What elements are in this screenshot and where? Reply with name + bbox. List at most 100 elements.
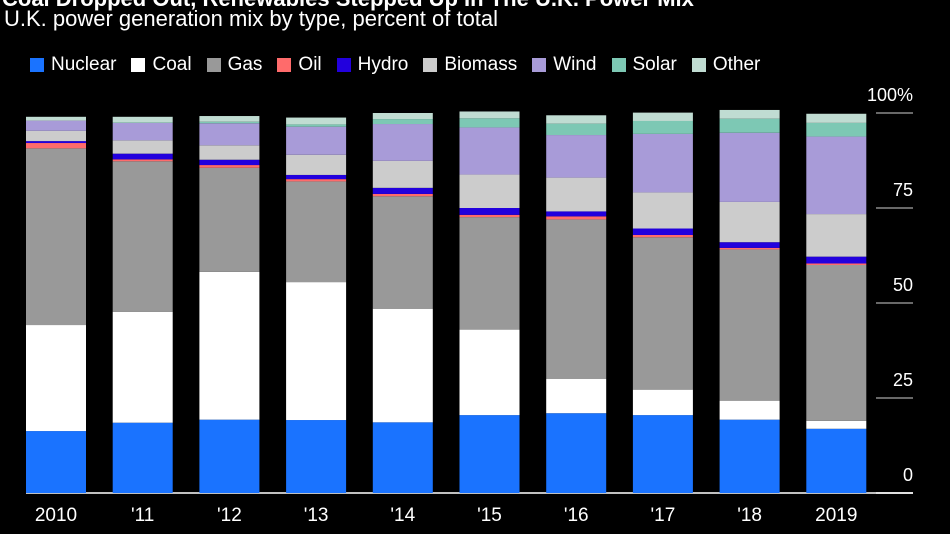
- bar-segment-wind: [372, 124, 433, 161]
- legend-label: Solar: [632, 54, 677, 75]
- bar-segment-nuclear: [632, 415, 693, 493]
- x-tick-label: '11: [131, 505, 154, 526]
- bar-segment-coal: [26, 325, 86, 432]
- bar-segment-gas: [632, 237, 693, 390]
- bar-stack-12: [199, 116, 260, 493]
- bar-segment-hydro: [459, 208, 520, 215]
- bar-segment-coal: [632, 389, 693, 416]
- bar-segment-coal: [372, 308, 433, 423]
- bar-segment-biomass: [199, 145, 260, 160]
- bar-segment-solar: [372, 119, 433, 125]
- bar-segment-other: [199, 116, 260, 122]
- legend-item-coal: Coal: [131, 54, 192, 76]
- bar-segment-nuclear: [806, 428, 867, 493]
- bar-segment-biomass: [372, 160, 433, 188]
- bar-segment-hydro: [199, 159, 260, 166]
- x-tick-label: '16: [564, 505, 589, 526]
- bar-segment-nuclear: [26, 431, 86, 493]
- bar-segment-gas: [286, 181, 347, 283]
- bar-segment-hydro: [806, 256, 867, 264]
- legend-label: Biomass: [444, 54, 518, 75]
- legend-swatch-coal: [131, 58, 146, 72]
- bar-segment-other: [546, 115, 607, 124]
- bar-segment-coal: [546, 379, 607, 414]
- bar-segment-solar: [546, 123, 607, 136]
- legend-swatch-nuclear: [30, 58, 44, 72]
- bar-segment-gas: [806, 265, 867, 421]
- bar-segment-biomass: [286, 154, 347, 175]
- bar-segment-coal: [719, 400, 780, 420]
- bar-segment-other: [26, 116, 86, 121]
- legend-item-solar: Solar: [611, 54, 677, 76]
- bar-segment-hydro: [112, 153, 173, 160]
- bar-segment-oil: [546, 216, 607, 220]
- bar-segment-biomass: [459, 174, 520, 208]
- bar-segment-biomass: [546, 177, 607, 212]
- legend-label: Wind: [553, 54, 597, 75]
- legend-item-wind: Wind: [532, 54, 597, 76]
- bar-segment-nuclear: [286, 420, 347, 493]
- legend-item-nuclear: Nuclear: [30, 54, 116, 76]
- bar-segment-coal: [459, 329, 520, 416]
- bar-segment-biomass: [719, 201, 780, 243]
- bar-segment-other: [719, 109, 780, 119]
- bar-segment-nuclear: [199, 419, 260, 493]
- bar-stack-14: [372, 113, 433, 493]
- bar-segment-oil: [806, 263, 867, 265]
- bar-segment-hydro: [719, 242, 780, 248]
- bar-segment-nuclear: [372, 422, 433, 493]
- bar-segment-oil: [372, 193, 433, 197]
- bar-segment-biomass: [26, 130, 86, 142]
- bar-stack-16: [546, 115, 607, 493]
- x-tick-label: '13: [304, 505, 329, 526]
- bars: [26, 109, 867, 493]
- legend-item-gas: Gas: [206, 54, 262, 76]
- bar-segment-wind: [459, 127, 520, 175]
- legend-swatch-gas: [206, 58, 221, 72]
- bar-segment-other: [459, 111, 520, 119]
- bar-segment-nuclear: [719, 419, 780, 493]
- bar-segment-wind: [719, 132, 780, 202]
- chart-subtitle: U.K. power generation mix by type, perce…: [4, 6, 499, 31]
- bar-segment-other: [806, 113, 867, 123]
- bar-segment-gas: [459, 217, 520, 330]
- bar-segment-hydro: [632, 228, 693, 235]
- x-axis-labels: 2010 '11 '12 '13 '14 '15 '16 '17 '18 2019: [35, 505, 858, 526]
- bar-segment-solar: [719, 118, 780, 133]
- bar-segment-biomass: [112, 140, 173, 154]
- legend-label: Hydro: [357, 54, 409, 75]
- bar-segment-solar: [199, 121, 260, 124]
- bar-segment-wind: [806, 136, 867, 215]
- bar-segment-other: [112, 116, 173, 123]
- bar-segment-biomass: [632, 192, 693, 229]
- bar-stack-2019: [806, 113, 867, 493]
- bar-stack-18: [719, 109, 780, 493]
- legend-swatch-hydro: [336, 58, 351, 72]
- legend-label: Coal: [152, 54, 192, 75]
- bar-stack-11: [112, 116, 173, 493]
- bar-segment-nuclear: [546, 413, 607, 493]
- x-tick-label: '18: [737, 505, 762, 526]
- bar-segment-hydro: [546, 211, 607, 217]
- bar-stack-15: [459, 111, 520, 493]
- bar-segment-solar: [459, 118, 520, 128]
- x-tick-label: 2010: [35, 505, 77, 526]
- bar-segment-gas: [546, 219, 607, 379]
- bar-stack-13: [286, 117, 347, 493]
- bar-segment-gas: [719, 249, 780, 401]
- bar-segment-coal: [199, 271, 260, 420]
- bar-segment-solar: [632, 120, 693, 134]
- bar-segment-wind: [632, 133, 693, 193]
- bar-segment-gas: [372, 196, 433, 309]
- bar-segment-wind: [286, 126, 347, 155]
- bar-segment-gas: [26, 148, 86, 326]
- bar-segment-wind: [199, 123, 260, 146]
- legend-label: Oil: [298, 54, 322, 75]
- bar-segment-biomass: [806, 214, 867, 257]
- bar-segment-wind: [546, 135, 607, 178]
- bar-segment-oil: [632, 234, 693, 238]
- bar-segment-gas: [112, 161, 173, 312]
- bar-segment-nuclear: [112, 422, 173, 493]
- bar-segment-hydro: [26, 141, 86, 144]
